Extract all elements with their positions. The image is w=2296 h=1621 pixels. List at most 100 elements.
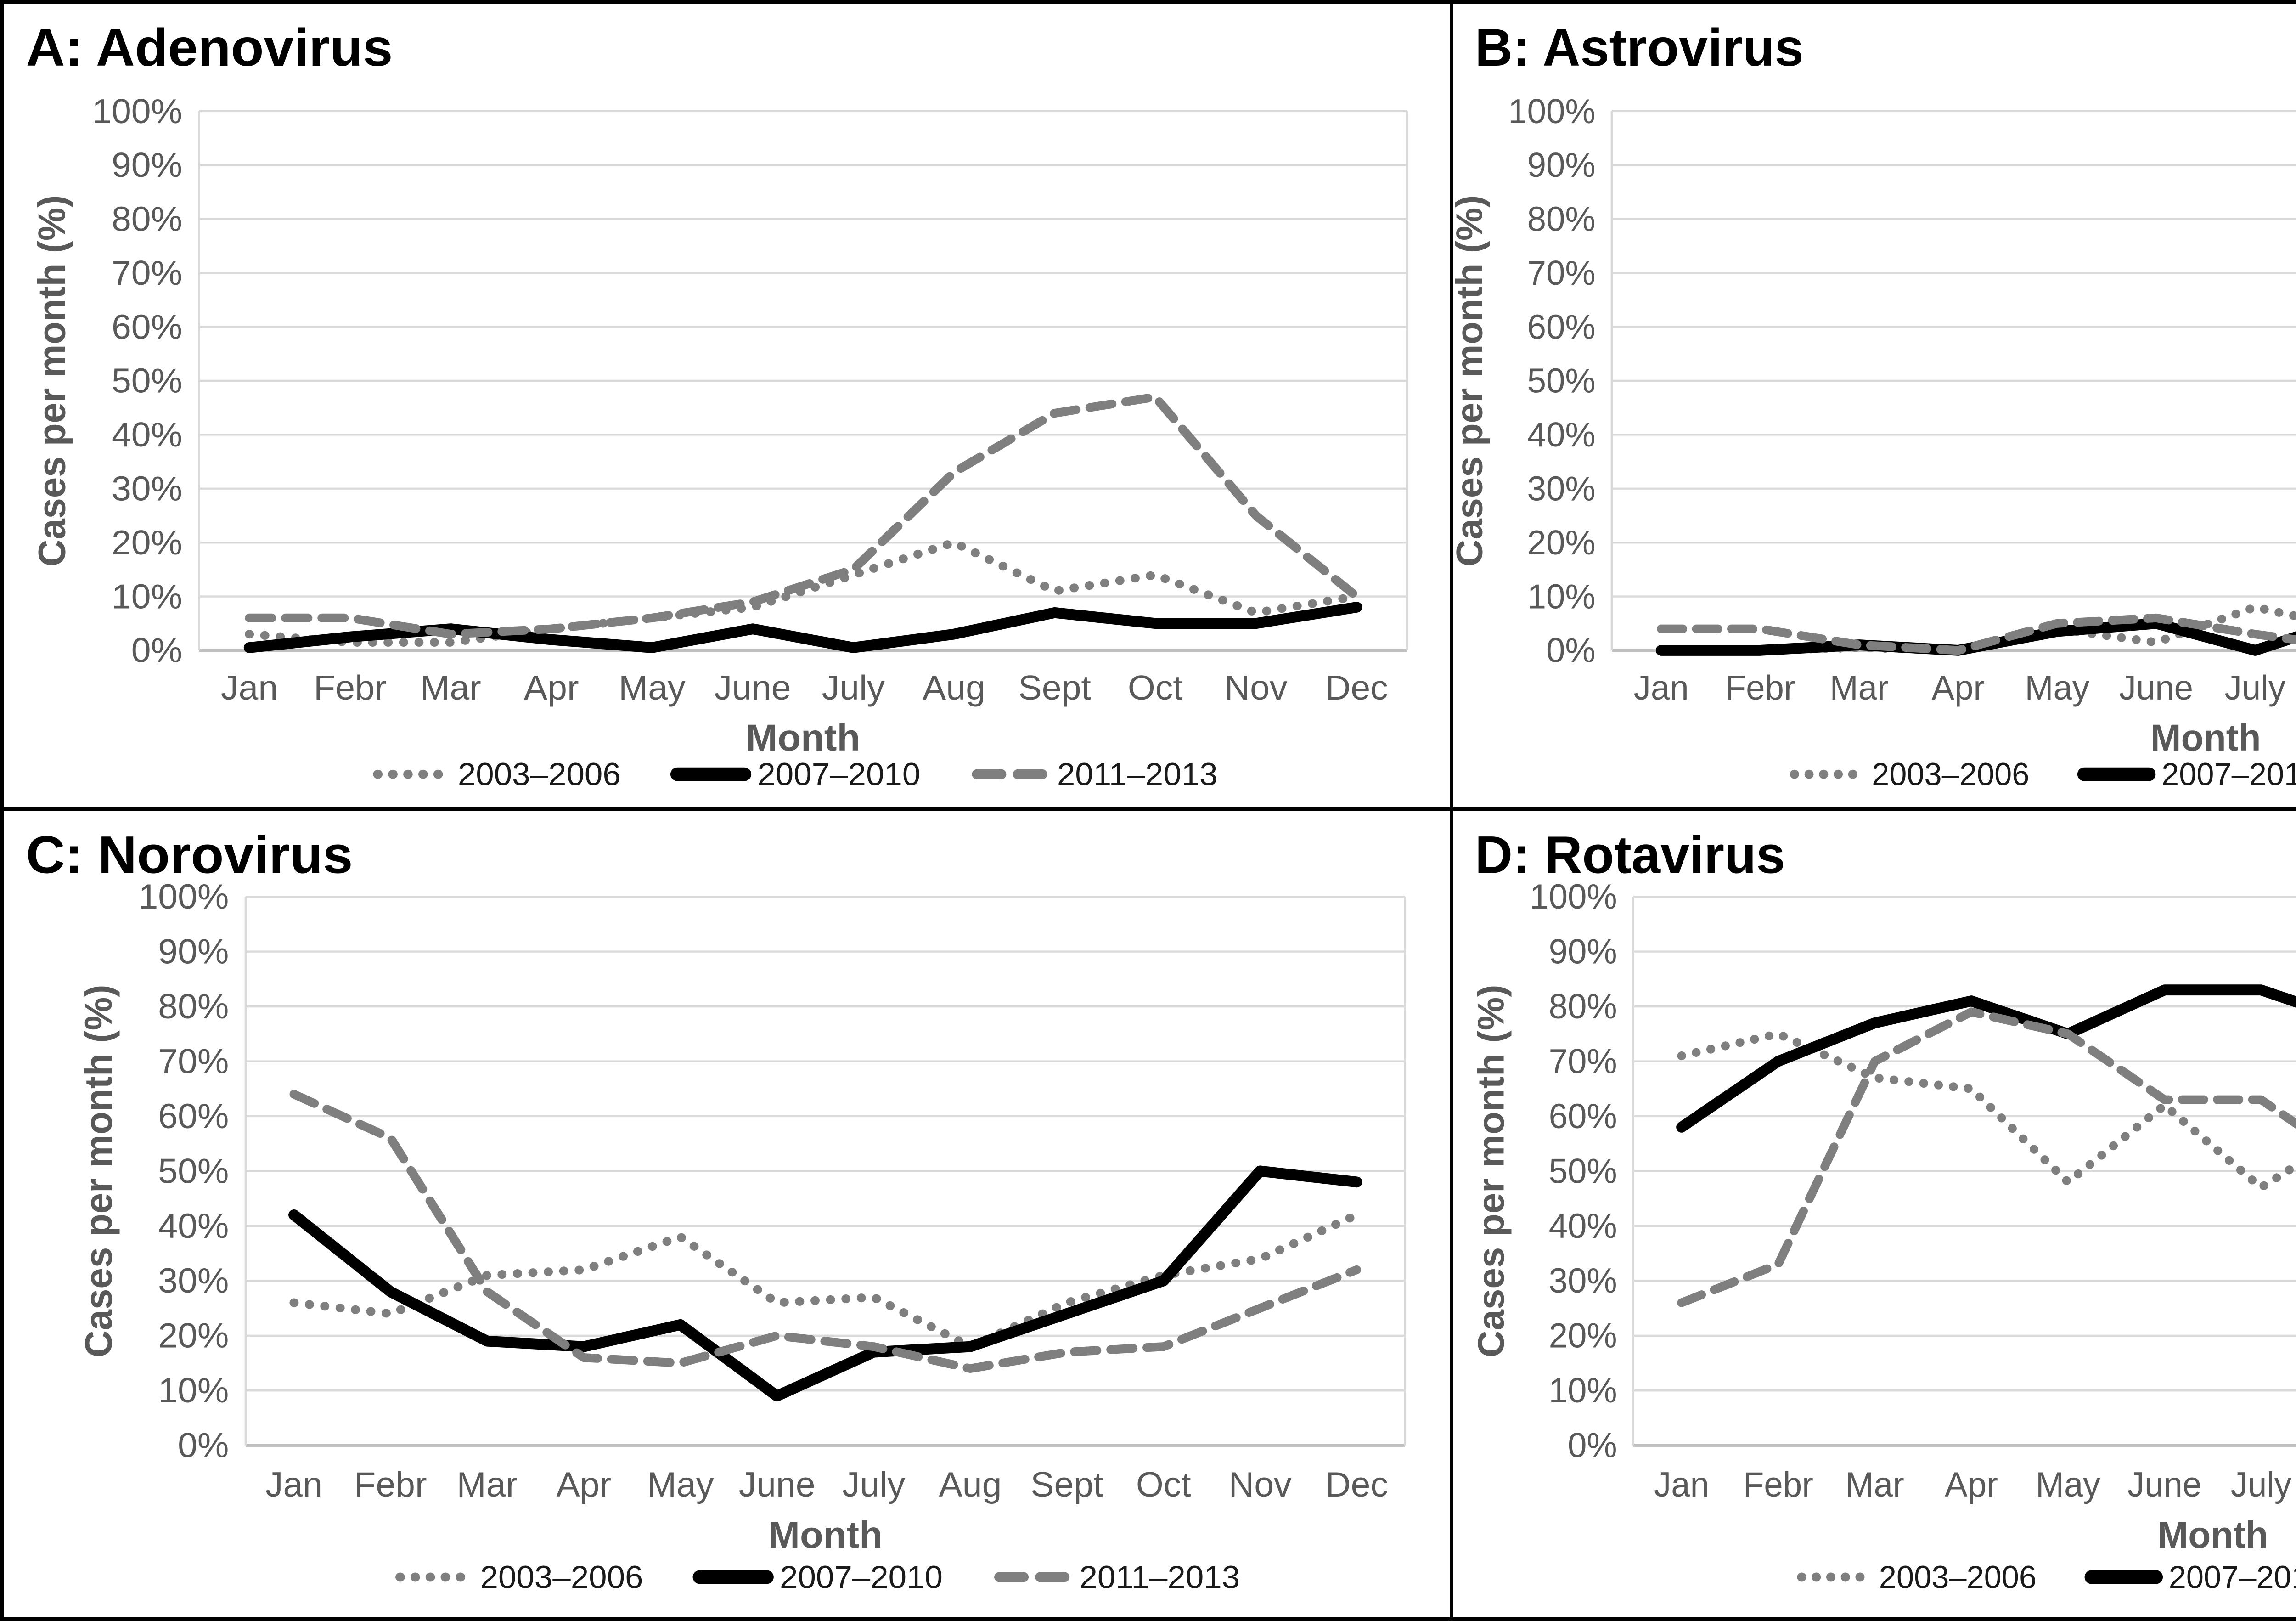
series-2007-2010-line [288,1165,1362,1402]
x-tick-label: July [822,669,885,707]
x-tick-label: Jan [265,1466,322,1504]
y-tick-label: 90% [1527,146,1596,184]
panel-adenovirus: A: Adenovirus 100% 90% 80% 70% 60% 50% 40% 30% 2… [4,4,1453,811]
y-axis-title: Cases per month (%) [31,195,73,567]
x-tick-label: Dec [1325,1466,1388,1504]
y-tick-label: 20% [158,1316,229,1355]
x-tick-label: Febr [354,1466,427,1504]
x-axis-title: Month [2157,1514,2268,1556]
x-tick-label: Nov [1229,1466,1292,1504]
panel-norovirus: C: Norovirus 100% 90% 80% 70% 60% 50% 40% 30% 20… [4,811,1453,1617]
panel-title: D: Rotavirus [1475,825,1785,885]
panel-title: B: Astrovirus [1475,18,1804,77]
chart-norovirus: C: Norovirus 100% 90% 80% 70% 60% 50% 40% 30% 20… [26,825,1406,1595]
y-tick-label: 40% [112,416,182,454]
x-tick-label: Jan [1654,1465,1709,1504]
y-tick-label: 0% [131,631,182,670]
legend-label-2007-2010: 2007–2010 [780,1559,943,1595]
y-tick-label: 10% [1527,577,1596,616]
x-tick-label: Dec [1325,669,1388,707]
x-tick-label: Sept [1018,669,1091,707]
x-tick-label: Nov [1225,669,1288,707]
legend: 2003–2006 2007–2010 2011–2013 [373,756,1218,792]
series-2003-2006-line [289,1210,1362,1351]
y-tick-label: 0% [178,1426,229,1465]
y-tick-label: 70% [1549,1042,1617,1081]
x-tick-label: Jan [1634,668,1689,707]
y-tick-label: 60% [112,308,182,346]
x-tick-label: May [2036,1465,2100,1504]
y-tick-label: 30% [112,469,182,508]
x-tick-label: Mar [1830,668,1889,707]
series-2011-2013-line [289,1090,1362,1373]
legend-label-2003-2006: 2003–2006 [480,1559,643,1595]
y-axis-title: Cases per month (%) [1453,195,1491,567]
y-tick-label: 60% [158,1097,229,1135]
legend-label-2007-2010: 2007–2010 [2169,1559,2296,1595]
legend: 2003–2006 2007–2010 2011–2013 [395,1559,1240,1595]
y-tick-label: 40% [1549,1206,1617,1245]
y-axis-title: Cases per month (%) [1471,985,1512,1358]
x-tick-label: Mar [420,669,481,707]
y-tick-label: 20% [1527,523,1596,562]
x-tick-label: June [739,1466,816,1504]
chart-adenovirus: A: Adenovirus 100% 90% 80% 70% 60% 50% 40% 30% 2… [26,18,1408,792]
chart-astrovirus: B: Astrovirus 100% 90% 80% 70% 60% 50% 40% 30% 2… [1453,18,2296,792]
legend-label-2003-2006: 2003–2006 [458,756,621,792]
y-tick-label: 90% [112,146,182,185]
panel-rotavirus: D: Rotavirus 100% 90% 80% 70% 60% 50% 40% 30% 20… [1453,811,2296,1617]
x-tick-label: Sept [1030,1466,1103,1504]
y-tick-label: 50% [112,361,182,400]
legend-label-2007-2010: 2007–2010 [757,756,920,792]
legend-label-2007-2010: 2007–2010 [2161,757,2296,792]
y-axis-title: Cases per month (%) [77,985,120,1358]
y-tick-label: 10% [1549,1371,1617,1410]
y-tick-label: 10% [112,577,182,616]
y-tick-label: 80% [1549,987,1617,1026]
panel-title: C: Norovirus [26,825,353,884]
x-tick-label: Apr [1931,668,1985,707]
y-tick-label: 90% [158,932,229,971]
y-tick-label: 70% [158,1042,229,1081]
x-tick-label: Febr [1743,1465,1813,1504]
x-tick-label: Oct [1128,669,1183,707]
legend-label-2011-2013: 2011–2013 [1079,1559,1240,1595]
plot-area: 100% 90% 80% 70% 60% 50% 40% 30% 20% 10% 0% Jan Febr… [1530,877,2296,1504]
y-tick-label: 60% [1549,1096,1617,1135]
series-2011-2013-line [1657,613,2296,655]
y-tick-label: 50% [1549,1152,1617,1191]
y-tick-label: 20% [1549,1316,1617,1355]
y-tick-label: 0% [1546,631,1596,669]
y-tick-label: 80% [1527,199,1596,238]
y-tick-label: 100% [1530,877,1617,916]
series-2003-2006-line [1677,1029,2296,1192]
y-tick-label: 10% [158,1372,229,1410]
x-tick-label: Aug [939,1466,1002,1504]
y-tick-label: 90% [1549,932,1617,971]
y-tick-label: 30% [1527,469,1596,508]
x-tick-label: July [2225,668,2286,707]
y-tick-label: 70% [112,254,182,293]
series-2011-2013-line [1677,1007,2296,1307]
x-tick-label: July [2231,1465,2292,1504]
panel-astrovirus: B: Astrovirus 100% 90% 80% 70% 60% 50% 40% 30% 2… [1453,4,2296,811]
y-tick-label: 30% [1549,1261,1617,1300]
legend-label-2011-2013: 2011–2013 [1057,756,1218,792]
x-tick-label: May [647,1466,714,1504]
x-tick-label: June [2127,1465,2201,1504]
y-tick-label: 100% [1508,91,1595,130]
y-tick-label: 60% [1527,307,1596,346]
y-tick-label: 50% [158,1152,229,1191]
legend-label-2003-2006: 2003–2006 [1879,1559,2037,1595]
x-tick-label: May [619,669,685,707]
y-tick-label: 30% [158,1262,229,1300]
x-tick-label: Febr [1725,668,1795,707]
y-tick-label: 40% [158,1207,229,1245]
y-tick-label: 50% [1527,361,1596,400]
x-axis-title: Month [2150,717,2261,759]
x-tick-label: Mar [1846,1465,1904,1504]
x-tick-label: July [842,1466,906,1504]
